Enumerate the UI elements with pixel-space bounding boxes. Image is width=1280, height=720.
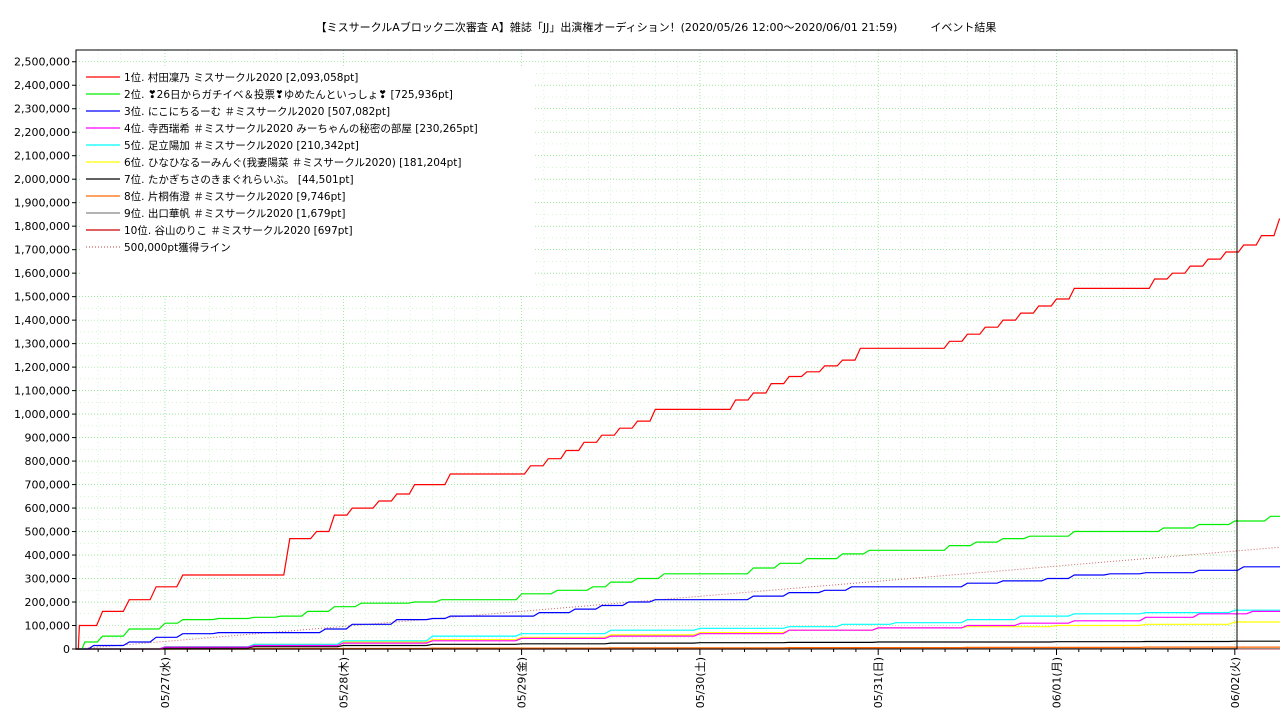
y-tick-label: 300,000 [25,573,71,586]
y-tick-label: 2,500,000 [14,56,70,69]
x-tick-label: 05/28(木) [337,657,350,708]
legend-label: 10位. 谷山のりこ ＃ミスサークル2020 [697pt] [124,224,353,237]
x-tick-label: 05/30(土) [694,657,707,708]
y-tick-label: 1,900,000 [14,197,70,210]
y-tick-label: 1,700,000 [14,244,70,257]
y-tick-label: 1,500,000 [14,291,70,304]
y-tick-label: 2,300,000 [14,103,70,116]
y-tick-label: 1,400,000 [14,314,70,327]
series-line-2 [75,515,1280,650]
x-axis-ticks: 05/27(水) 05/28(木) 05/29(金) 05/30(土) 05/31(日)… [159,657,1242,708]
x-tick-label: 05/27(水) [159,657,172,708]
legend-label: 8位. 片桐侑澄 ＃ミスサークル2020 [9,746pt] [124,190,345,203]
y-tick-label: 1,600,000 [14,267,70,280]
x-tick-label: 05/29(金) [515,657,529,708]
series-line-3 [75,566,1280,650]
y-tick-label: 500,000 [25,526,71,539]
x-tick-label: 06/01(月) [1051,657,1064,708]
legend-label: 3位. にこにちるーむ ＃ミスサークル2020 [507,082pt] [124,105,390,118]
y-tick-label: 2,200,000 [14,126,70,139]
legend-label: 7位. たかぎちさのきまぐれらいぶ。 [44,501pt] [124,173,354,186]
y-tick-label: 600,000 [25,502,71,515]
y-tick-label: 2,400,000 [14,79,70,92]
legend-box [80,66,535,294]
y-tick-label: 1,100,000 [14,385,70,398]
series-line-1 [75,218,1280,650]
y-tick-label: 2,100,000 [14,150,70,163]
legend-label: 4位. 寺西瑞希 ＃ミスサークル2020 みーちゃんの秘密の部屋 [230,26… [124,122,478,135]
series-line-5 [75,609,1280,650]
legend-label: 500,000pt獲得ライン [124,241,231,254]
y-tick-label: 800,000 [25,455,71,468]
y-tick-label: 400,000 [25,549,71,562]
legend: 1位. 村田凜乃 ミスサークル2020 [2,093,058pt] 2位. ❣26… [86,71,478,254]
series-line-4 [75,610,1280,650]
y-tick-label: 100,000 [25,620,71,633]
y-tick-label: 2,000,000 [14,173,70,186]
y-tick-label: 1,300,000 [14,338,70,351]
legend-label: 2位. ❣26日からガチイベ＆投票❣ゆめたんといっしょ❣ [725,936pt] [124,88,453,101]
legend-label: 9位. 出口華帆 ＃ミスサークル2020 [1,679pt] [124,207,345,220]
series-line-7 [75,640,1280,650]
chart-title: 【ミスサークルAブロック二次審査 A】雑誌「JJ」出演権オーディション！(202… [315,21,997,34]
y-tick-label: 0 [63,643,70,656]
y-tick-label: 1,200,000 [14,361,70,374]
y-tick-label: 1,800,000 [14,220,70,233]
plot-frame [75,49,1238,650]
y-tick-label: 700,000 [25,479,71,492]
axes [72,49,1238,655]
x-tick-label: 06/02(火) [1229,657,1242,708]
y-tick-label: 200,000 [25,596,71,609]
legend-label: 5位. 足立陽加 ＃ミスサークル2020 [210,342pt] [124,139,359,152]
y-tick-label: 900,000 [25,432,71,445]
legend-label: 6位. ひなひなるーみんぐ(我妻陽菜 ＃ミスサークル2020) [181,204… [124,156,462,169]
x-tick-label: 05/31(日) [872,657,885,708]
legend-label: 1位. 村田凜乃 ミスサークル2020 [2,093,058pt] [124,71,358,84]
y-axis-ticks: 0 100,000 200,000 300,000 400,000 500,000 600,… [14,56,70,656]
y-tick-label: 1,000,000 [14,408,70,421]
